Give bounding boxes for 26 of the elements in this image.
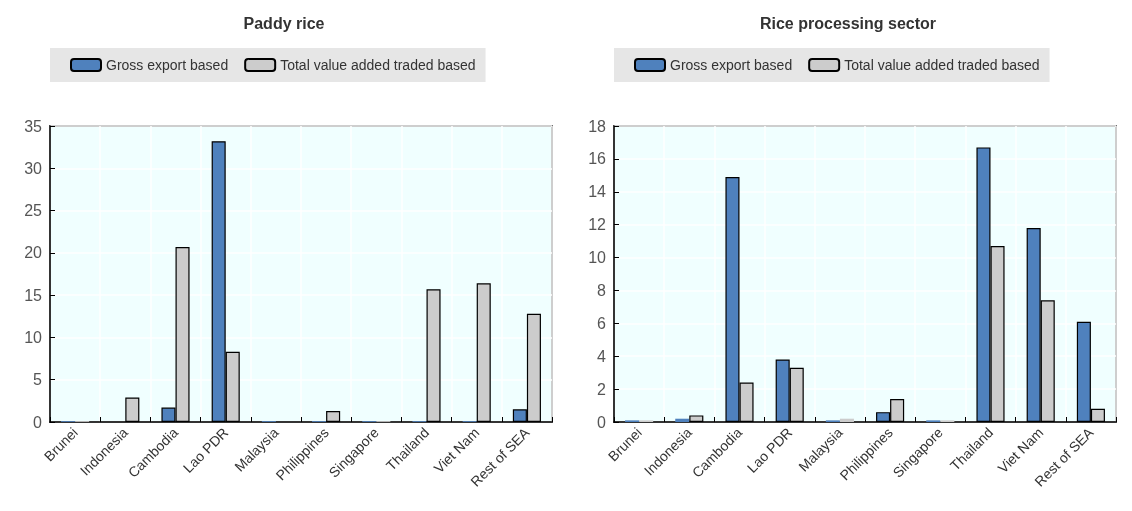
y-tick-label: 12 (588, 216, 607, 234)
legend-label: Total value added traded based (280, 57, 476, 73)
bar (675, 418, 690, 422)
y-tick-label: 10 (588, 249, 607, 267)
y-tick-label: 8 (597, 281, 607, 299)
chart-title: Paddy rice (243, 14, 325, 32)
y-tick-label: 20 (24, 244, 43, 262)
y-tick-label: 0 (33, 413, 43, 431)
y-tick-label: 5 (33, 371, 43, 389)
y-tick-label: 6 (597, 314, 607, 332)
legend-label: Gross export based (106, 57, 229, 73)
y-tick-label: 35 (24, 117, 43, 135)
y-tick-label: 16 (588, 150, 607, 168)
y-tick-label: 10 (24, 328, 43, 346)
chart-title: Rice processing sector (759, 14, 937, 32)
bar (839, 418, 854, 422)
y-tick-label: 2 (597, 380, 607, 398)
y-tick-label: 4 (597, 347, 607, 365)
legend-label: Total value added traded based (844, 57, 1040, 73)
legend-label: Gross export based (670, 57, 793, 73)
y-tick-label: 25 (24, 202, 43, 220)
y-tick-label: 30 (24, 159, 43, 177)
y-tick-label: 14 (588, 183, 607, 201)
y-tick-label: 0 (597, 413, 607, 431)
y-tick-label: 18 (588, 117, 607, 135)
y-tick-label: 15 (24, 286, 43, 304)
